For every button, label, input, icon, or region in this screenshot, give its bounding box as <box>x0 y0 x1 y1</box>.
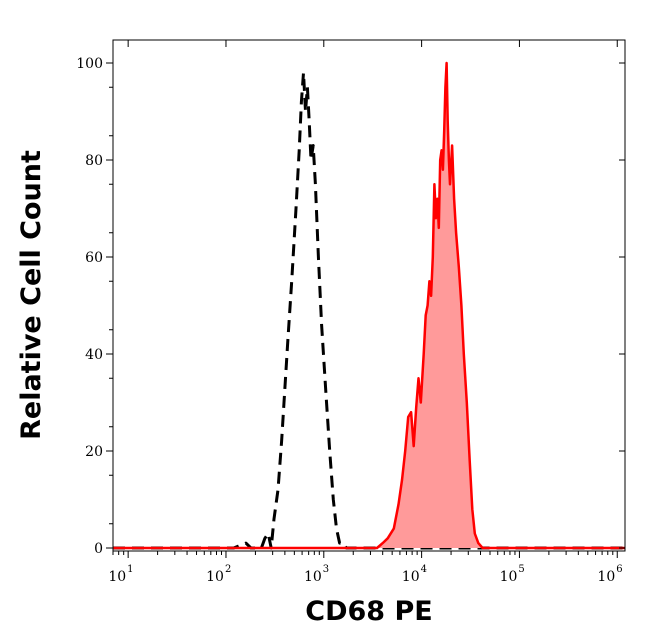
x-tick-exponent: 3 <box>323 564 329 575</box>
x-tick-label-2: 10 2 <box>206 564 231 585</box>
plot-frame <box>112 39 626 552</box>
x-tick-exponent: 5 <box>518 564 524 575</box>
plot-area <box>113 61 625 550</box>
series-2-line <box>113 61 625 550</box>
y-tick-label: 80 <box>85 153 103 169</box>
x-tick-exponent: 2 <box>225 564 231 575</box>
x-tick-base: 10 <box>597 569 615 585</box>
y-tick-label: 60 <box>85 250 103 266</box>
x-tick-label-6: 10 6 <box>597 564 622 585</box>
x-tick-base: 10 <box>206 569 224 585</box>
x-tick-exponent: 1 <box>127 564 133 575</box>
y-tick-label: 20 <box>85 444 103 460</box>
x-tick-exponent: 4 <box>421 564 427 575</box>
x-tick-label-5: 10 5 <box>500 564 525 585</box>
y-tick-label: 40 <box>85 347 103 363</box>
y-tick-label: 100 <box>76 56 103 72</box>
x-tick-exponent: 6 <box>616 564 622 575</box>
x-tick-label-3: 10 3 <box>304 564 329 585</box>
x-axis-title: CD68 PE <box>305 596 432 627</box>
y-axis-title: Relative Cell Count <box>16 150 47 440</box>
x-tick-base: 10 <box>108 569 126 585</box>
y-tick-label: 0 <box>94 541 103 557</box>
x-tick-label-4: 10 4 <box>402 564 427 585</box>
x-tick-label-1: 10 1 <box>108 564 133 585</box>
x-tick-base: 10 <box>304 569 322 585</box>
x-tick-base: 10 <box>500 569 518 585</box>
x-tick-base: 10 <box>402 569 420 585</box>
